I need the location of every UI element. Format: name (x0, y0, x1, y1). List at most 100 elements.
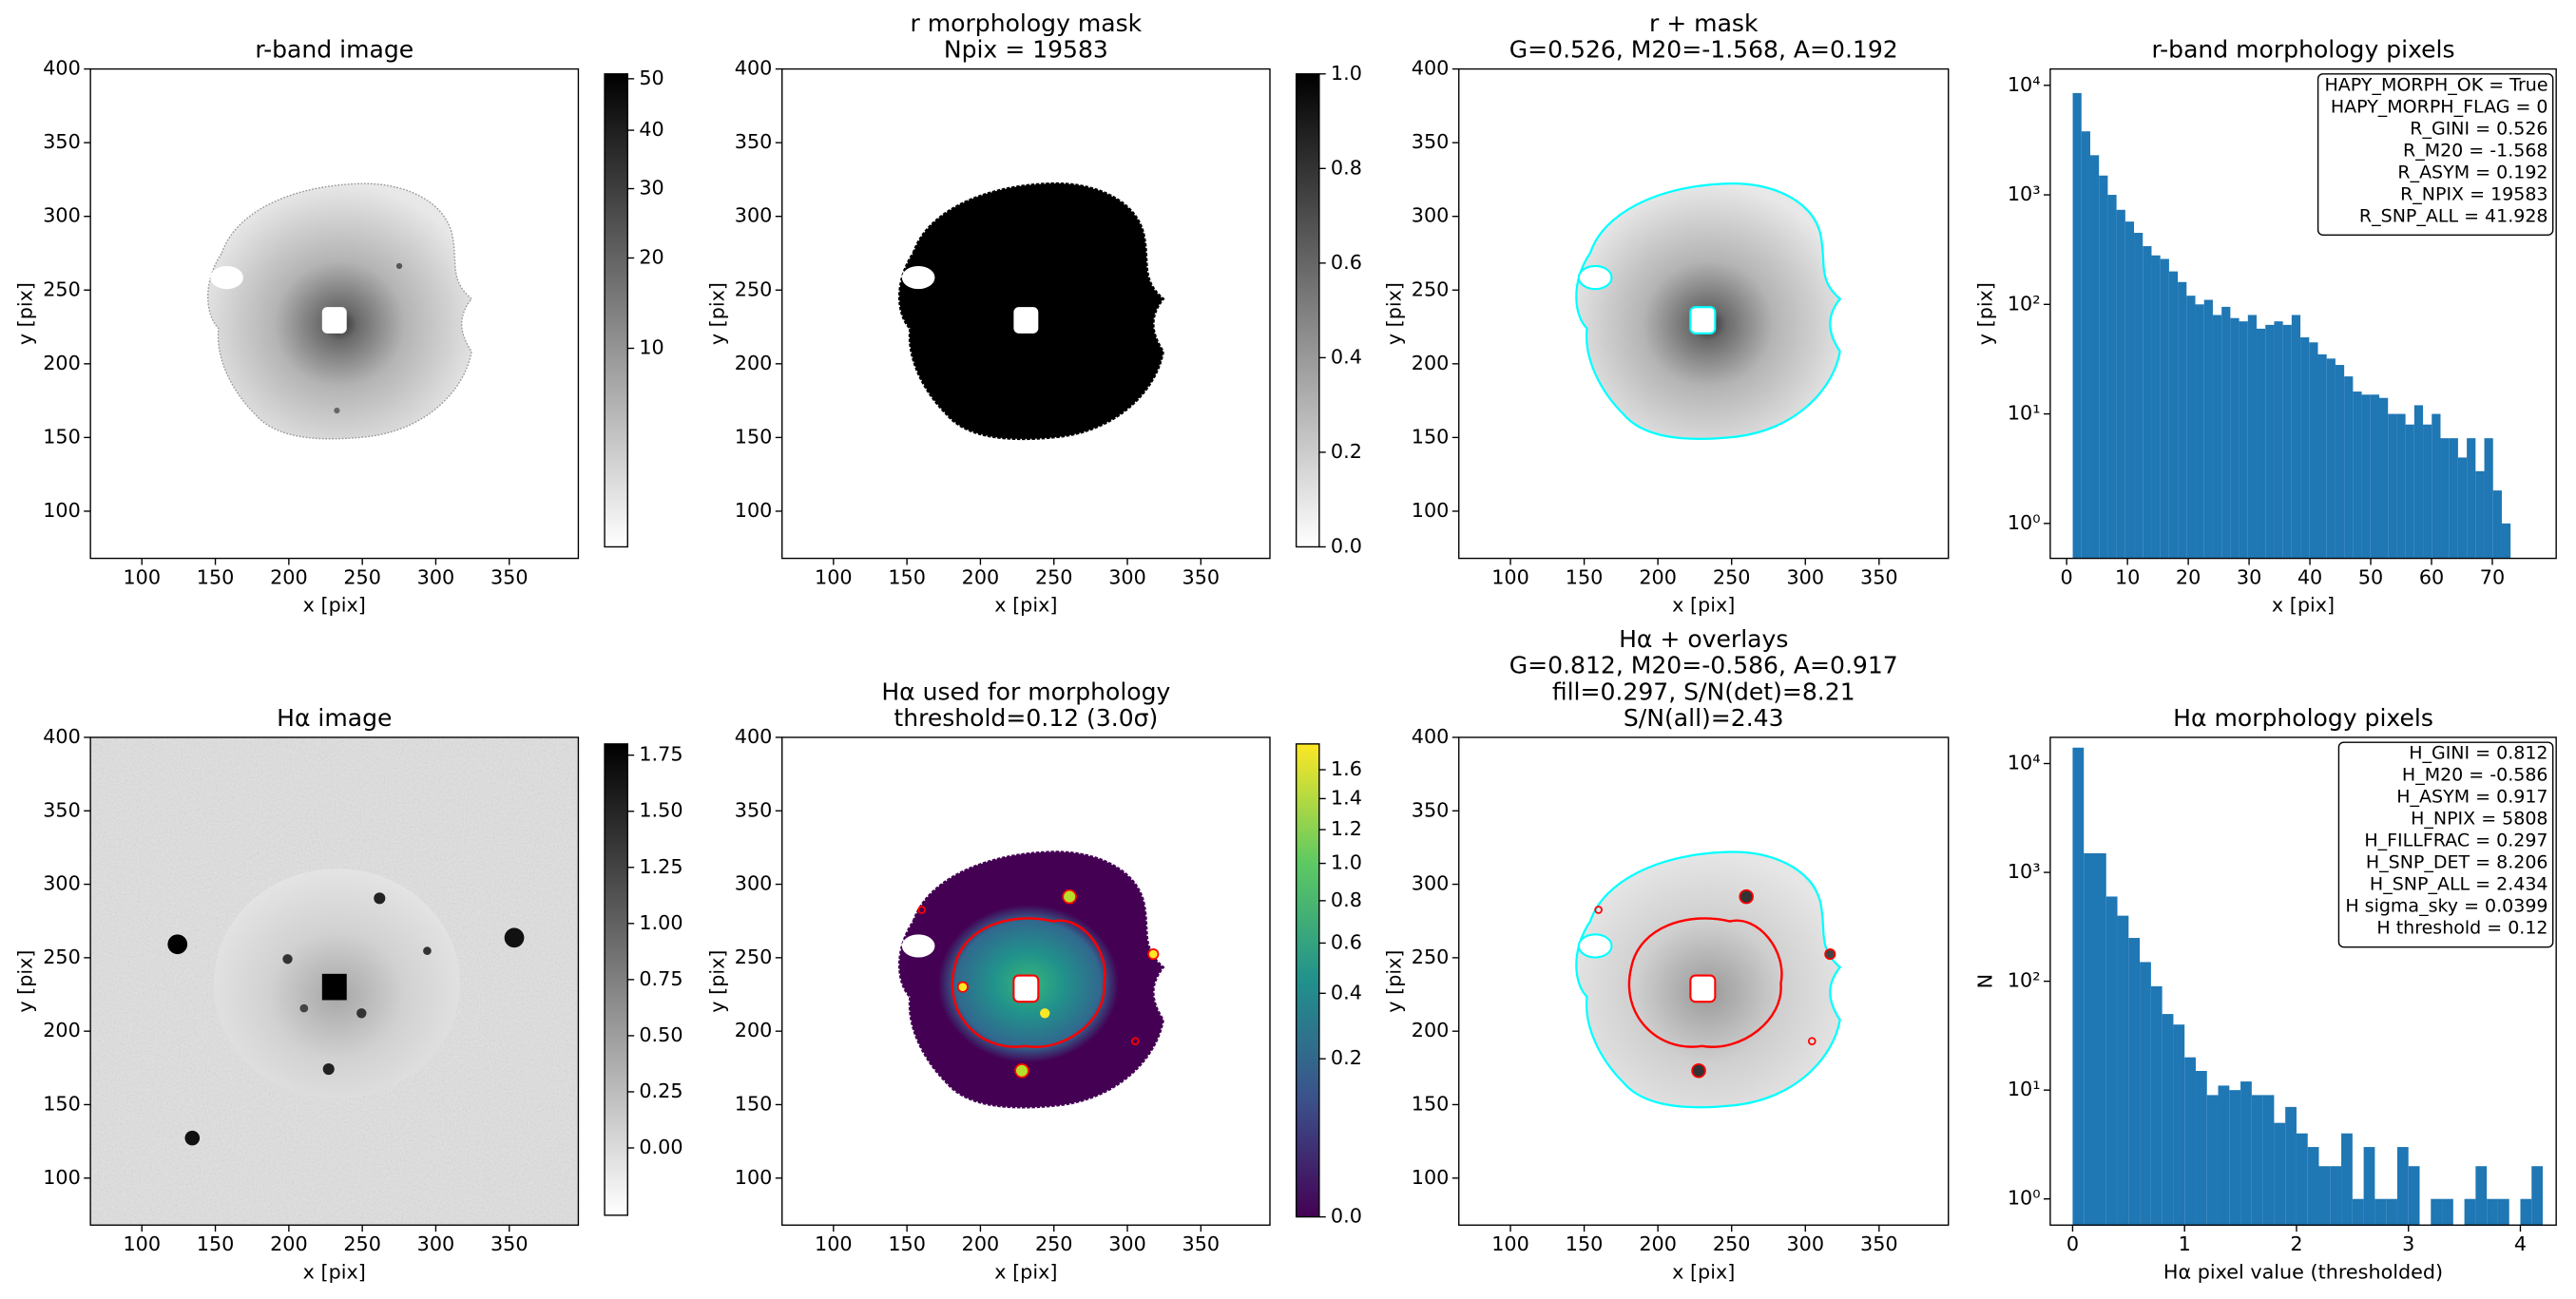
y-tick-label: 150 (43, 425, 81, 448)
x-tick-label: 150 (1566, 565, 1604, 588)
annotation-line: H_SNP_DET = 8.206 (2366, 852, 2548, 873)
bar (2442, 1198, 2453, 1226)
bar (2464, 1198, 2476, 1226)
bar (2374, 1198, 2387, 1226)
x-axis-label: x [pix] (2272, 594, 2335, 617)
y-tick-label: 150 (1412, 425, 1450, 448)
y-tick-label: 200 (43, 1019, 81, 1041)
x-tick-label: 250 (1713, 565, 1751, 588)
x-tick-label: 100 (815, 565, 853, 588)
annotation-line: R_NPIX = 19583 (2400, 183, 2547, 204)
y-tick-label: 10¹ (2008, 402, 2041, 425)
y-tick-label: 400 (43, 725, 81, 748)
y-axis-label: y [pix] (705, 282, 728, 345)
y-axis-label: y [pix] (14, 282, 37, 345)
chart-title: threshold=0.12 (3.0σ) (894, 704, 1158, 732)
x-axis-label: x [pix] (994, 594, 1057, 617)
x-tick-label: 300 (417, 1232, 455, 1255)
x-tick-label: 300 (417, 565, 455, 588)
y-tick-label: 10³ (2008, 182, 2041, 205)
x-tick-label: 150 (197, 1232, 235, 1255)
x-tick-label: 250 (1713, 1232, 1751, 1255)
x-tick-label: 20 (2176, 565, 2201, 588)
y-axis-label: y [pix] (14, 950, 37, 1013)
y-tick-label: 350 (43, 130, 81, 153)
chart-title: Hα morphology pixels (2173, 704, 2433, 732)
bar (2265, 324, 2275, 559)
colorbar-tick-label: 0.6 (1331, 930, 1362, 953)
x-tick-label: 350 (1182, 565, 1221, 588)
y-tick-label: 300 (735, 872, 773, 895)
bar (2247, 315, 2258, 559)
bar (2124, 221, 2135, 559)
bar (2212, 315, 2222, 559)
colorbar-tick-label: 1.50 (639, 799, 682, 822)
x-tick-label: 200 (1639, 1232, 1677, 1255)
axes-frame (781, 736, 1271, 1226)
colorbar-tick-label: 1.00 (639, 911, 682, 934)
y-tick-label: 300 (1412, 872, 1450, 895)
y-tick-label: 300 (1412, 204, 1450, 227)
x-tick-label: 10 (2115, 565, 2140, 588)
y-tick-label: 10⁰ (2008, 1187, 2041, 1210)
bar (2307, 1147, 2319, 1226)
x-tick-label: 150 (1566, 1232, 1604, 1255)
y-tick-label: 250 (1412, 277, 1450, 300)
bar (2218, 1085, 2230, 1226)
bar (2475, 1166, 2488, 1226)
bar (2178, 281, 2187, 559)
y-axis-label: N (1973, 974, 1996, 988)
contour (1130, 1037, 1140, 1045)
x-tick-label: 250 (1035, 1232, 1073, 1255)
x-tick-label: 300 (1786, 565, 1824, 588)
colorbar-tick-label: 0.2 (1331, 1046, 1362, 1069)
colorbar-tick-label: 50 (639, 67, 663, 89)
bar (2440, 438, 2450, 559)
y-tick-label: 200 (1412, 1019, 1450, 1041)
colorbar (1295, 73, 1320, 548)
colorbar-tick-label: 30 (639, 177, 663, 200)
bar (2352, 1198, 2364, 1226)
axes-frame (1458, 67, 1950, 560)
chart-title: r + mask (1649, 10, 1759, 37)
colorbar-tick-label: 0.0 (1331, 1205, 1362, 1228)
bar (2107, 195, 2117, 559)
x-tick-label: 350 (490, 565, 529, 588)
bar (2335, 365, 2345, 559)
bar (2186, 296, 2196, 559)
bar (2326, 358, 2336, 559)
masked-core (1013, 307, 1039, 334)
x-tick-label: 200 (962, 565, 1000, 588)
y-tick-label: 10² (2008, 969, 2041, 992)
bar (2084, 852, 2095, 1226)
x-tick-label: 150 (888, 565, 926, 588)
x-tick-label: 1 (2179, 1232, 2191, 1255)
y-tick-label: 350 (1412, 130, 1450, 153)
chart-title: fill=0.297, S/N(det)=8.21 (1552, 678, 1855, 705)
bar (2353, 392, 2362, 559)
x-tick-label: 3 (2402, 1232, 2414, 1255)
bar (2475, 470, 2485, 559)
contour (917, 906, 926, 914)
y-tick-label: 400 (735, 725, 773, 748)
source (282, 954, 293, 965)
bar (2150, 985, 2163, 1226)
annotation-line: HAPY_MORPH_FLAG = 0 (2331, 96, 2548, 117)
colorbar-tick-label: 0.25 (639, 1079, 682, 1102)
source (322, 1063, 335, 1076)
x-tick-label: 250 (343, 565, 381, 588)
masked-core (1012, 974, 1040, 1003)
annotation-line: H_GINI = 0.812 (2409, 743, 2547, 764)
bar (2344, 376, 2354, 559)
bar (2285, 1106, 2297, 1226)
x-tick-label: 0 (2061, 565, 2073, 588)
bar (2413, 405, 2424, 559)
bar (2449, 438, 2458, 559)
hii-region (1147, 948, 1160, 961)
bar (2140, 962, 2151, 1226)
colorbar-tick-label: 1.4 (1331, 786, 1362, 809)
bar (2388, 413, 2397, 559)
bar (2072, 92, 2082, 559)
y-tick-label: 200 (735, 1019, 773, 1041)
